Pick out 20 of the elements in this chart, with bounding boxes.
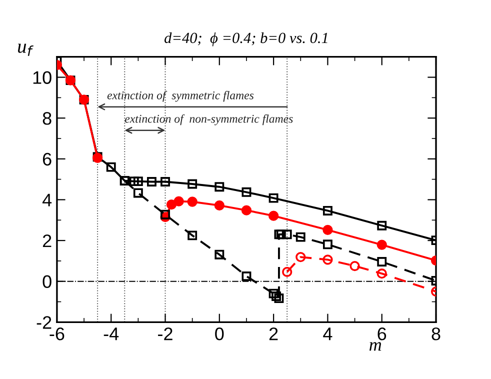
x-tick-label: 4 <box>323 328 332 340</box>
x-tick-label: 6 <box>378 327 386 340</box>
x-tick-label: -2 <box>158 327 172 340</box>
annotation: extinction of symmetric flames <box>107 90 254 102</box>
x-axis-title: m <box>369 342 382 351</box>
x-tick-label: -6 <box>50 327 64 340</box>
x-tick-label: 0 <box>215 327 224 340</box>
y-tick-label: -2 <box>36 316 52 329</box>
x-tick-label: 8 <box>432 327 440 340</box>
y-tick-label: 6 <box>42 152 52 166</box>
y-tick-label: 2 <box>42 234 52 248</box>
x-tick-label: 2 <box>269 327 278 340</box>
y-tick-label: 4 <box>42 194 52 206</box>
y-tick-label: 8 <box>42 112 52 125</box>
y-axis-title: u$_{f}$ <box>18 44 34 56</box>
x-tick-label: -4 <box>104 328 119 340</box>
chart-title: d=40; ϕ =0.4; b=0 vs. 0.1 <box>164 32 328 46</box>
y-tick-label: 0 <box>42 275 52 288</box>
y-tick-label: 10 <box>33 71 52 84</box>
annotation: extinction of non-symmetric flames <box>125 114 293 126</box>
